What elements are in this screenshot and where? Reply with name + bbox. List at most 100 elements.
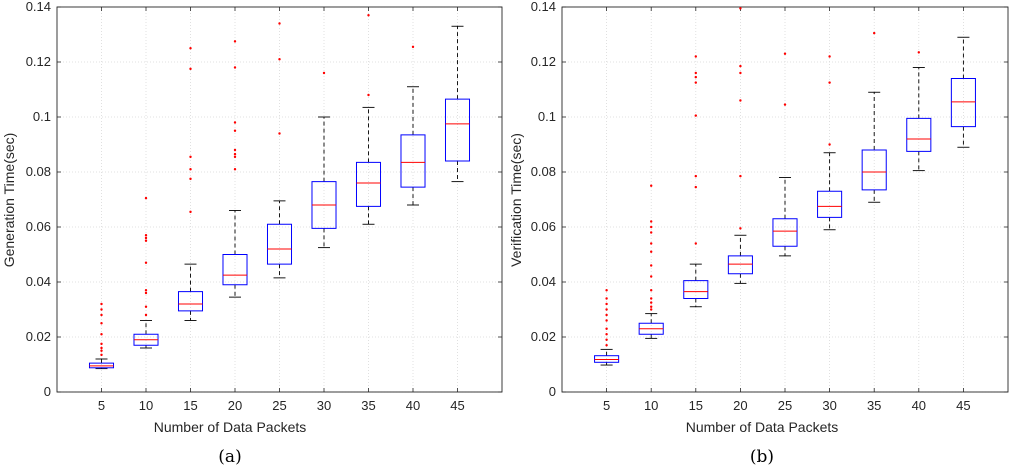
box-25 xyxy=(772,52,798,257)
outlier-point xyxy=(605,302,608,306)
y-tick-label: 0.14 xyxy=(531,0,556,14)
x-tick-label: 20 xyxy=(733,398,747,413)
outlier-point xyxy=(100,333,103,336)
x-axis-label: Number of Data Packets xyxy=(686,419,839,435)
outlier-point xyxy=(650,184,653,187)
outlier-point xyxy=(189,67,192,71)
boxplot-marks xyxy=(88,14,471,370)
outlier-point xyxy=(189,210,192,214)
outlier-point xyxy=(233,148,237,152)
box-15 xyxy=(177,47,204,321)
box-iqr xyxy=(400,134,426,188)
x-tick-label: 20 xyxy=(228,398,242,413)
outlier-point xyxy=(605,313,608,317)
y-tick-label: 0.06 xyxy=(531,219,556,234)
y-tick-label: 0.02 xyxy=(26,329,51,344)
outlier-point xyxy=(694,185,697,189)
x-tick-label: 5 xyxy=(98,398,105,413)
x-tick-label: 10 xyxy=(139,398,153,413)
plot-frame xyxy=(561,6,1009,393)
box-iqr xyxy=(817,190,843,218)
x-axis-label: Number of Data Packets xyxy=(154,419,307,435)
box-5 xyxy=(594,289,620,366)
box-20 xyxy=(222,40,248,298)
box-40 xyxy=(906,51,932,172)
outlier-point xyxy=(739,99,742,102)
box-iqr xyxy=(266,223,293,265)
outlier-point xyxy=(144,234,148,237)
outlier-point xyxy=(783,52,787,55)
outlier-point xyxy=(144,239,148,242)
outlier-point xyxy=(739,71,742,75)
outlier-point xyxy=(828,143,831,146)
chart-panel-b: Verification Time(sec) Number of Data Pa… xyxy=(508,0,1009,467)
outlier-point xyxy=(694,174,697,178)
x-tick-label: 30 xyxy=(317,398,331,413)
box-10 xyxy=(638,184,664,339)
grid xyxy=(562,6,1008,393)
outlier-point xyxy=(233,66,237,69)
x-tick-label: 15 xyxy=(183,398,197,413)
outlier-point xyxy=(605,308,608,311)
outlier-point xyxy=(650,289,653,292)
outlier-point xyxy=(189,168,192,171)
outlier-point xyxy=(694,114,697,117)
box-30 xyxy=(311,71,337,249)
outlier-point xyxy=(144,261,148,264)
x-tick-label: 10 xyxy=(644,398,658,413)
outlier-point xyxy=(650,225,653,229)
y-tick-label: 0.02 xyxy=(531,329,556,344)
x-tick-label: 45 xyxy=(450,398,464,413)
outlier-point xyxy=(605,319,608,322)
box-iqr xyxy=(727,255,753,275)
box-iqr xyxy=(950,78,976,128)
x-tick-label: 40 xyxy=(912,398,926,413)
outlier-point xyxy=(233,168,237,171)
outlier-point xyxy=(233,155,237,159)
outlier-point xyxy=(233,152,237,156)
outlier-point xyxy=(411,45,415,49)
x-tick-label: 45 xyxy=(956,398,970,413)
outlier-point xyxy=(739,227,742,230)
box-iqr xyxy=(222,254,248,286)
outlier-point xyxy=(278,132,281,135)
outlier-point xyxy=(278,22,281,25)
outlier-point xyxy=(100,342,103,346)
panel-caption: (b) xyxy=(750,447,774,467)
outlier-point xyxy=(605,338,608,341)
x-tick-label: 30 xyxy=(822,398,836,413)
outlier-point xyxy=(917,51,920,54)
y-tick-label: 0.04 xyxy=(26,274,51,289)
box-45 xyxy=(950,36,976,148)
box-35 xyxy=(861,31,887,203)
outlier-point xyxy=(650,305,653,308)
outlier-point xyxy=(100,302,103,306)
box-iqr xyxy=(683,280,709,299)
y-tick-label: 0.12 xyxy=(531,54,556,69)
outlier-point xyxy=(694,75,697,79)
outlier-point xyxy=(605,333,608,336)
outlier-point xyxy=(694,242,697,245)
outlier-point xyxy=(650,250,653,253)
outlier-point xyxy=(828,81,831,84)
plot-frame xyxy=(56,6,503,393)
outlier-point xyxy=(367,93,370,97)
y-tick-label: 0.14 xyxy=(26,0,51,14)
outlier-point xyxy=(144,313,148,317)
outlier-point xyxy=(233,40,237,43)
y-tick-label: 0.1 xyxy=(33,109,51,124)
x-tick-label: 40 xyxy=(406,398,420,413)
outlier-point xyxy=(278,58,281,61)
outlier-point xyxy=(605,289,608,292)
outlier-point xyxy=(694,55,697,58)
grid xyxy=(57,6,502,393)
outlier-point xyxy=(650,297,653,300)
box-5 xyxy=(88,302,115,370)
outlier-point xyxy=(650,264,653,267)
outlier-point xyxy=(100,313,103,317)
y-tick-label: 0.06 xyxy=(26,219,51,234)
outlier-point xyxy=(144,289,148,292)
box-iqr xyxy=(861,149,887,191)
outlier-point xyxy=(694,71,697,75)
